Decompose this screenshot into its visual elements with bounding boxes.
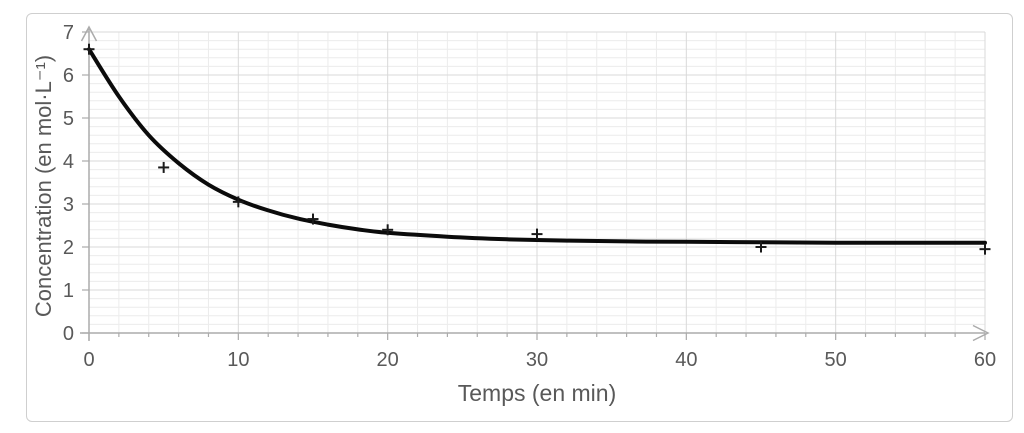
- y-tick-label: 1: [63, 280, 74, 302]
- major-gridlines: [89, 31, 986, 333]
- y-tick-label: 7: [63, 22, 74, 44]
- data-point-marker: [158, 161, 170, 173]
- data-point-marker: [307, 213, 319, 225]
- data-point-marker: [531, 228, 543, 240]
- data-point-marker: [382, 224, 394, 236]
- y-tick-label: 0: [63, 323, 74, 345]
- y-tick-labels: 0 1 2 3 4 5 6 7: [63, 22, 74, 345]
- x-tick-label: 0: [83, 349, 94, 371]
- x-tick-labels: 0 10 20 30 40 50 60: [83, 349, 996, 371]
- y-tick-label: 2: [63, 237, 74, 259]
- data-point-marker: [979, 243, 991, 255]
- x-tick-label: 20: [377, 349, 399, 371]
- x-axis: [80, 324, 990, 342]
- data-point-marker: [755, 241, 767, 253]
- y-tick-label: 4: [63, 151, 74, 173]
- y-tick-label: 3: [63, 194, 74, 216]
- x-axis-title: Temps (en min): [457, 380, 617, 406]
- data-points: [83, 43, 991, 255]
- chart-frame: [26, 13, 1013, 422]
- x-tick-label: 60: [974, 349, 996, 371]
- y-tick-label: 6: [63, 65, 74, 87]
- x-tick-label: 40: [675, 349, 697, 371]
- y-axis: [80, 25, 98, 341]
- data-point-marker: [232, 196, 244, 208]
- data-point-marker: [83, 43, 95, 55]
- y-tick-label: 5: [63, 108, 74, 130]
- x-tick-label: 10: [227, 349, 249, 371]
- y-axis-title: Concentration (en mol·L⁻¹): [31, 54, 56, 318]
- x-tick-label: 30: [526, 349, 548, 371]
- x-tick-label: 50: [825, 349, 847, 371]
